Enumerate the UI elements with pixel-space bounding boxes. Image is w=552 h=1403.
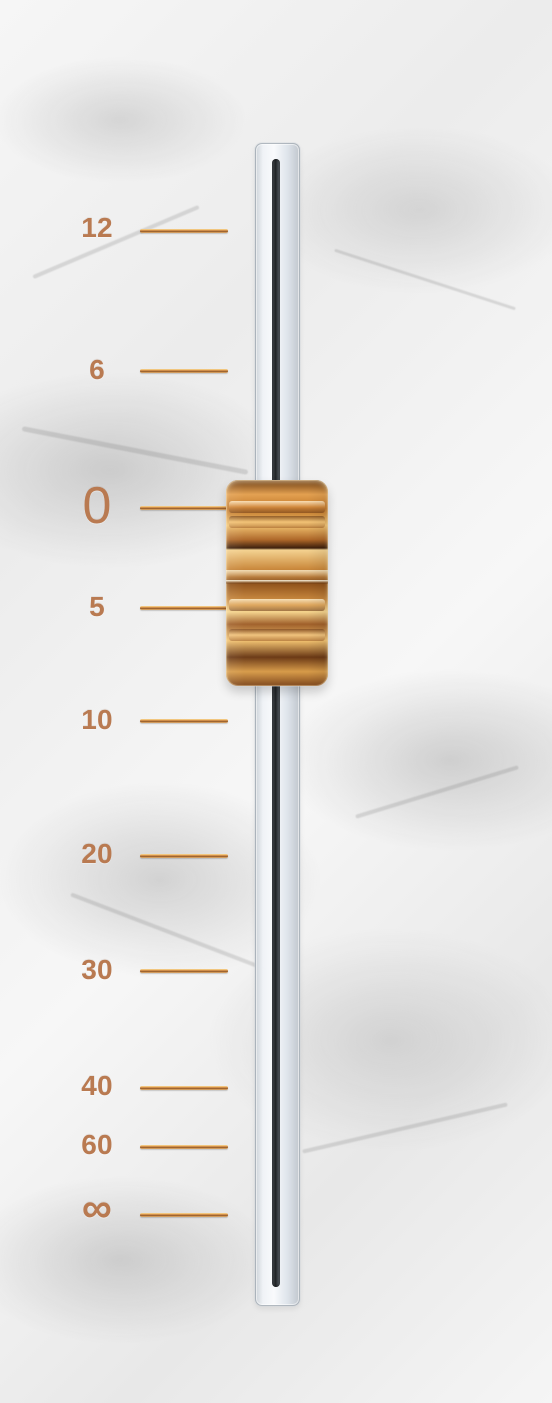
fader-track-slot[interactable] bbox=[272, 159, 280, 1287]
scale-label-infinity-left: ∞ bbox=[81, 1184, 113, 1231]
tick-line-20-left bbox=[140, 854, 228, 858]
tick-line-10-left bbox=[140, 719, 228, 723]
scale-label-5-left: 5 bbox=[89, 591, 105, 622]
scale-label-10-left: 10 bbox=[81, 704, 113, 735]
tick-line-12-left bbox=[140, 229, 228, 233]
tick-line-30-left bbox=[140, 969, 228, 973]
fader-knob-rib bbox=[229, 516, 325, 528]
tick-line-5-left bbox=[140, 606, 228, 610]
right-scale: 12 6 0 5 10 20 30 40 60 ∞ bbox=[320, 0, 552, 1403]
scale-label-30-left: 30 bbox=[81, 954, 113, 985]
tick-line-infinity-left bbox=[140, 1213, 228, 1217]
tick-line-40-left bbox=[140, 1086, 228, 1090]
scale-label-0-left: 0 bbox=[82, 477, 112, 535]
scale-label-60-left: 60 bbox=[81, 1129, 113, 1160]
fader-knob-center-line bbox=[226, 580, 328, 583]
fader-knob-rib bbox=[229, 599, 325, 611]
tick-line-0-left bbox=[140, 506, 228, 510]
tick-line-6-left bbox=[140, 369, 228, 373]
left-scale: 12 6 0 5 10 20 30 40 60 ∞ bbox=[0, 0, 228, 1403]
fader-knob-rib bbox=[229, 629, 325, 641]
scale-label-20-left: 20 bbox=[81, 838, 113, 869]
fader-knob[interactable] bbox=[226, 480, 328, 686]
tick-line-60-left bbox=[140, 1145, 228, 1149]
fader-knob-rib bbox=[229, 501, 325, 513]
scale-label-40-left: 40 bbox=[81, 1070, 113, 1101]
scale-label-12-left: 12 bbox=[81, 212, 113, 243]
scale-label-6-left: 6 bbox=[89, 354, 105, 385]
